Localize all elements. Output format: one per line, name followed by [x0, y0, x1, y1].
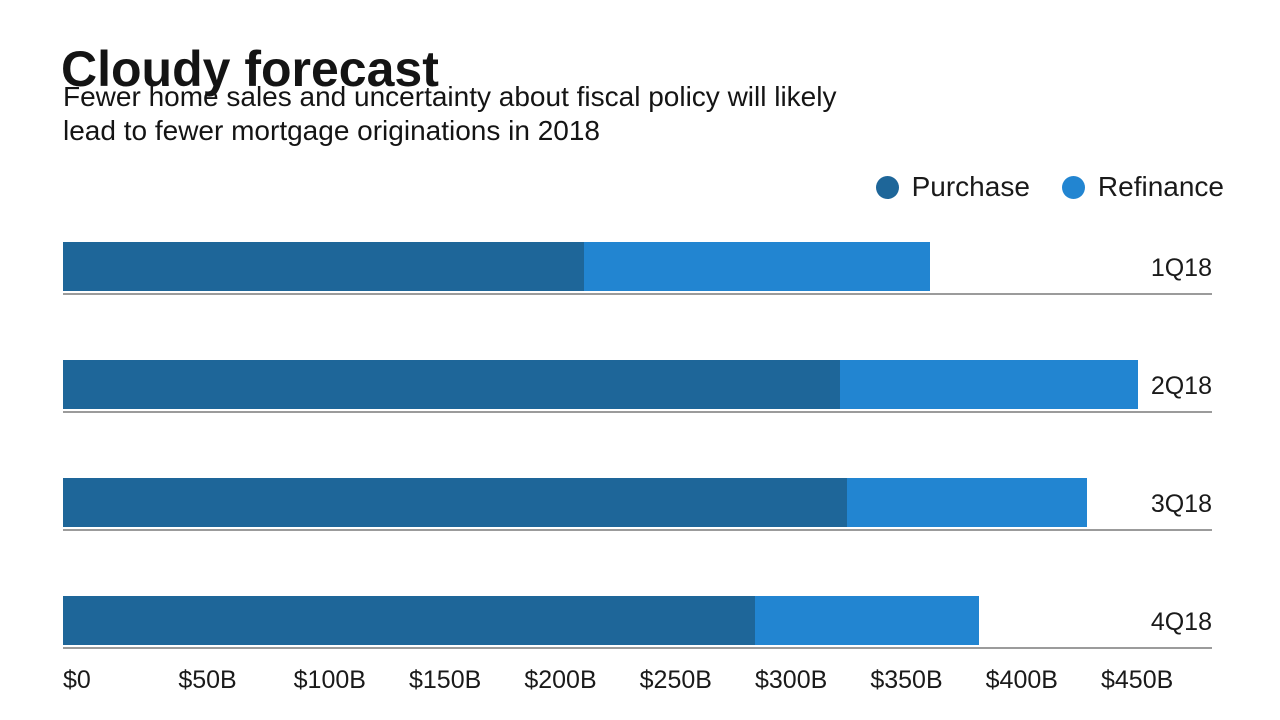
axis-tick-label: $200B	[524, 666, 597, 694]
chart-title: Cloudy forecast	[61, 40, 439, 97]
legend: Purchase Refinance	[875, 169, 1224, 205]
axis-tick-label: $50B	[178, 666, 237, 694]
bar-segment-purchase	[63, 360, 841, 409]
refinance-swatch-icon	[1061, 175, 1085, 199]
axis-tick-label: $0	[63, 666, 91, 694]
chart-subtitle-line-2: lead to fewer mortgage originations in 2…	[63, 115, 601, 146]
legend-item-purchase: Purchase	[875, 171, 1030, 203]
bar-segment-refinance	[847, 478, 1088, 527]
axis-tick-label: $400B	[985, 666, 1058, 694]
legend-item-refinance: Refinance	[1061, 171, 1224, 203]
row-rule	[63, 529, 1212, 531]
row-rule	[63, 647, 1212, 649]
row-label: 1Q18	[1150, 254, 1212, 282]
bar-segment-purchase	[63, 478, 848, 527]
axis-tick-label: $300B	[755, 666, 828, 694]
row-rule	[63, 293, 1212, 295]
bar-segment-purchase	[63, 596, 755, 645]
axis-tick-label: $250B	[639, 666, 712, 694]
row-label: 2Q18	[1150, 372, 1212, 400]
row-label: 4Q18	[1150, 608, 1212, 636]
axis-tick-label: $100B	[293, 666, 366, 694]
row-rule	[63, 411, 1212, 413]
legend-label: Refinance	[1097, 171, 1224, 202]
chart-subtitle-line-1: Fewer home sales and uncertainty about f…	[63, 81, 837, 112]
axis-tick-label: $450B	[1101, 666, 1174, 694]
axis-tick-label: $350B	[870, 666, 943, 694]
row-label: 3Q18	[1150, 490, 1212, 518]
legend-label: Purchase	[911, 171, 1030, 202]
bar-segment-refinance	[584, 242, 931, 291]
bar-segment-refinance	[755, 596, 979, 645]
chart-subtitle: Fewer home sales and uncertainty about f…	[63, 80, 836, 148]
bar-segment-refinance	[840, 360, 1138, 409]
purchase-swatch-icon	[875, 175, 899, 199]
axis-tick-label: $150B	[409, 666, 482, 694]
bar-segment-purchase	[63, 242, 585, 291]
